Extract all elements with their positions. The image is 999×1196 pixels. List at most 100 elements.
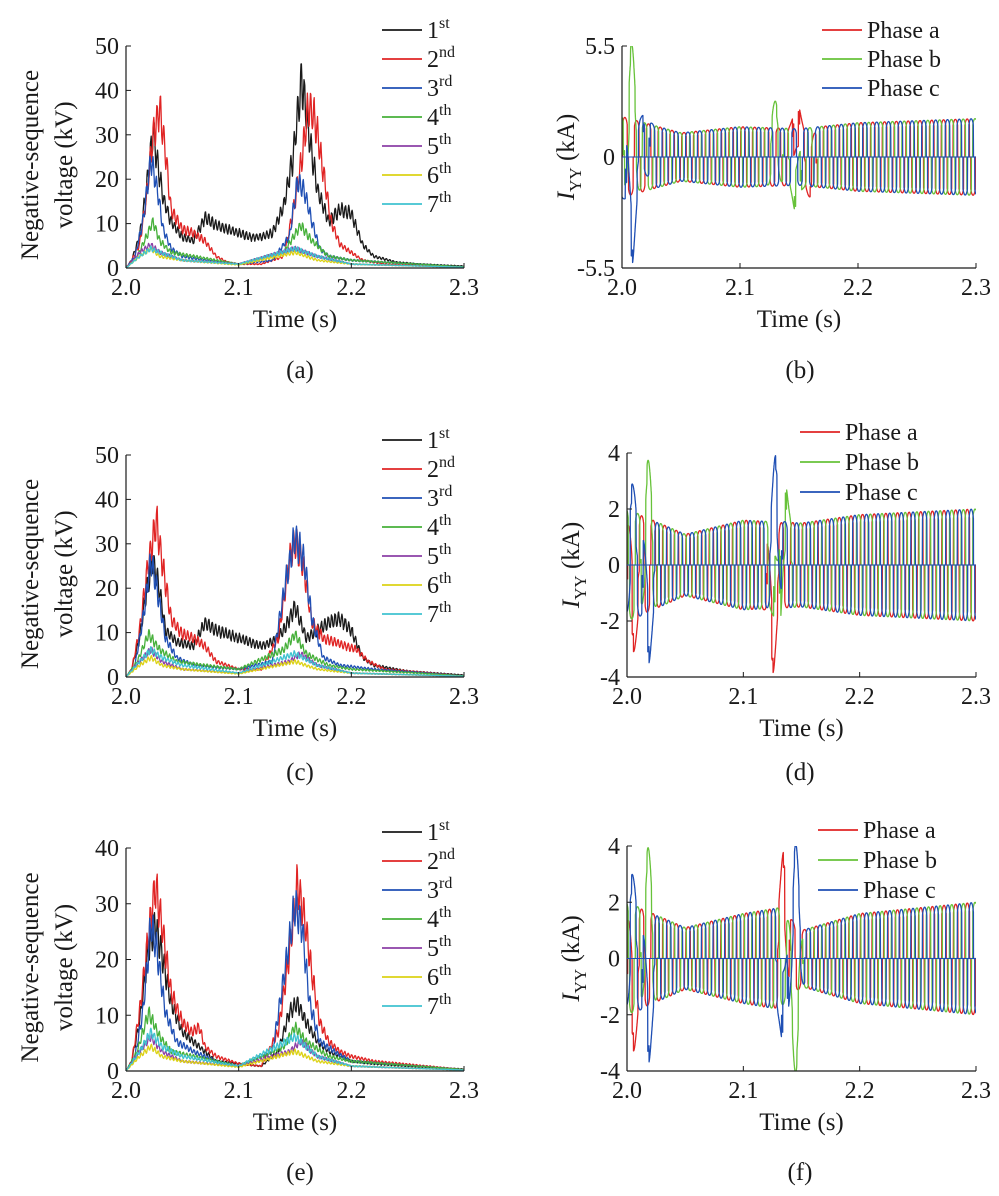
legend: Phase a Phase b Phase c (822, 18, 941, 102)
x-axis-label: Time (s) (253, 306, 338, 333)
legend-label: 1st (427, 425, 450, 454)
x-tick-label: 2.0 (612, 684, 642, 710)
x-tick-label: 2.3 (961, 684, 991, 710)
x-tick-label: 2.0 (612, 1078, 642, 1104)
legend-label: 5th (427, 541, 451, 570)
legend-label: 6th (427, 570, 451, 599)
legend-label: Phase c (863, 878, 936, 904)
y-tick-label: 20 (95, 167, 119, 193)
y-axis-label: Negative-sequence voltage (kV) (17, 872, 78, 1062)
y-tick-label: 10 (95, 621, 119, 647)
legend-label: 7th (427, 189, 451, 218)
series-line-phase-c (622, 114, 976, 264)
legend: Phase a Phase b Phase c (818, 818, 937, 904)
x-tick-label: 2.2 (336, 1078, 366, 1104)
legend-label: 2nd (427, 44, 455, 73)
chart-panel: 2.0 2.1 2.2 2.3 0 10 20 30 40 50 Time (s) Negative-… (17, 425, 479, 786)
x-tick-label: 2.3 (449, 684, 479, 710)
x-tick-label: 2.1 (728, 684, 758, 710)
legend-label: 7th (427, 991, 451, 1020)
series-line-4th (126, 217, 464, 268)
series-line-1st (126, 554, 464, 677)
y-tick-label: 40 (95, 78, 119, 104)
y-tick-label: 30 (95, 532, 119, 558)
chart-panel: 2.0 2.1 2.2 2.3 0 10 20 30 40 50 Time (s) Negative-… (17, 15, 479, 384)
series-line-phase-b (627, 847, 976, 1071)
y-axis-label: Negative-sequence voltage (kV) (17, 479, 78, 669)
legend-label: 5th (427, 933, 451, 962)
series-line-7th (126, 646, 464, 677)
y-axis-label: Negative-sequence voltage (kV) (17, 70, 78, 260)
y-tick-label: 20 (95, 948, 119, 974)
legend-label: 4th (427, 102, 451, 131)
y-tick-label: 40 (95, 836, 119, 862)
series-line-7th (126, 1027, 464, 1071)
legend-label: 4th (427, 512, 451, 541)
y-tick-label: 0 (107, 256, 119, 282)
panel-caption: (f) (788, 1159, 813, 1186)
y-axis-label: IYY (kA) (558, 915, 590, 1002)
y-tick-label: 40 (95, 487, 119, 513)
legend-label: 3rd (427, 73, 452, 102)
legend-label: 6th (427, 160, 451, 189)
y-tick-label: -4 (600, 665, 620, 691)
panel-caption: (d) (785, 759, 814, 786)
y-tick-label: 20 (95, 576, 119, 602)
series-line-7th (126, 245, 464, 268)
series-line-phase-c (627, 846, 976, 1063)
x-axis-label: Time (s) (759, 1109, 844, 1136)
x-axis-label: Time (s) (759, 715, 844, 742)
legend-label: 3rd (427, 875, 452, 904)
series-line-phase-b (622, 46, 976, 210)
series-line-4th (126, 628, 464, 677)
y-tick-label: -4 (600, 1059, 620, 1085)
series-line-phase-b (627, 459, 976, 622)
y-tick-label: 4 (608, 834, 620, 860)
legend-label: 7th (427, 599, 451, 628)
legend-label: Phase c (867, 76, 940, 102)
y-tick-label: 0 (107, 1059, 119, 1085)
legend-label: Phase a (867, 18, 940, 44)
y-tick-label: 30 (95, 123, 119, 149)
x-tick-label: 2.1 (224, 1078, 254, 1104)
plot-area (126, 864, 464, 1071)
y-tick-label: -2 (600, 609, 620, 635)
y-tick-label: 5.5 (585, 34, 615, 60)
x-tick-label: 2.3 (449, 275, 479, 301)
y-tick-label: 0 (603, 145, 615, 171)
x-tick-label: 2.0 (607, 275, 637, 301)
y-tick-label: -5.5 (577, 256, 615, 282)
x-tick-label: 2.3 (961, 1078, 991, 1104)
legend-label: 3rd (427, 483, 452, 512)
chart-panel: 2.0 2.1 2.2 2.3 0 10 20 30 40 Time (s) Negative-se… (17, 817, 479, 1186)
legend-label: 1st (427, 15, 450, 44)
x-tick-label: 2.1 (224, 684, 254, 710)
legend-label: Phase a (863, 818, 936, 844)
chart-panel: 2.0 2.1 2.2 2.3 -5.5 0 5.5 Time (s) IYY (kA) Phas… (553, 18, 991, 384)
legend-label: 4th (427, 904, 451, 933)
legend-label: Phase b (867, 47, 941, 73)
y-tick-label: 50 (95, 443, 119, 469)
panel-caption: (e) (286, 1159, 314, 1186)
y-tick-label: 0 (107, 665, 119, 691)
x-tick-label: 2.1 (725, 275, 755, 301)
y-tick-label: 30 (95, 892, 119, 918)
y-axis-label: IYY (kA) (558, 522, 590, 609)
y-tick-label: 10 (95, 212, 119, 238)
y-axis-label: IYY (kA) (553, 114, 585, 201)
x-tick-label: 2.1 (224, 275, 254, 301)
x-tick-label: 2.2 (336, 275, 366, 301)
y-tick-label: 0 (608, 553, 620, 579)
panel-caption: (a) (286, 357, 314, 384)
y-tick-label: 0 (608, 947, 620, 973)
y-tick-label: 50 (95, 34, 119, 60)
x-tick-label: 2.3 (961, 275, 991, 301)
y-tick-label: 4 (608, 441, 620, 467)
legend: Phase a Phase b Phase c (800, 420, 919, 506)
y-tick-label: -2 (600, 1003, 620, 1029)
plot-area (126, 63, 464, 268)
x-tick-label: 2.0 (111, 684, 141, 710)
y-tick-label: 2 (608, 497, 620, 523)
